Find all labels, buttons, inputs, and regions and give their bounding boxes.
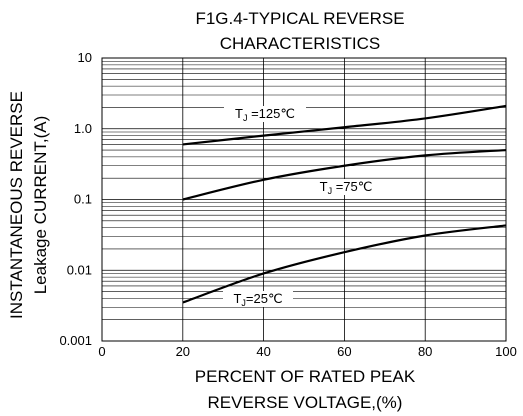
plot-frame [101,57,507,342]
chart-title-line1: F1G.4-TYPICAL REVERSE [195,9,404,28]
y-tick-label: 0.1 [74,192,92,207]
y-axis-label-line1: INSTANTANEOUS REVERSE [7,91,26,319]
series-line-2 [182,148,507,201]
chart-title-line2: CHARACTERISTICS [220,34,381,53]
series-line-3 [182,224,507,304]
series-label-bg [223,291,293,307]
y-tick-label: 0.01 [67,262,92,277]
curves: TJ =125℃ TJ =75℃ TJ=25℃ [182,104,507,308]
series-label-bg [224,106,306,122]
series-line-1 [182,104,507,146]
series-label-1: TJ =125℃ [235,106,295,123]
series-label-2: TJ =75℃ [320,179,373,196]
y-axis-label-line2: Leakage CURRENT,(A) [31,116,50,295]
series-label-3: TJ=25℃ [233,291,282,308]
y-tick-label: 10 [78,50,92,65]
x-axis-label-line2: REVERSE VOLTAGE,(%) [208,393,403,412]
y-tick-label: 1.0 [74,121,92,136]
x-axis-label-line1: PERCENT OF RATED PEAK [195,367,416,386]
x-tick-label: 40 [256,344,270,359]
x-tick-label: 20 [176,344,190,359]
x-tick-label: 60 [337,344,351,359]
x-tick-label: 0 [98,344,105,359]
grid [101,58,507,342]
tick-labels: 0 20 40 60 80 100 0.001 0.01 0.1 1.0 10 [59,50,516,359]
x-tick-label: 100 [495,344,517,359]
x-tick-label: 80 [418,344,432,359]
y-tick-label: 0.001 [59,333,92,348]
series-label-bg [307,179,385,195]
